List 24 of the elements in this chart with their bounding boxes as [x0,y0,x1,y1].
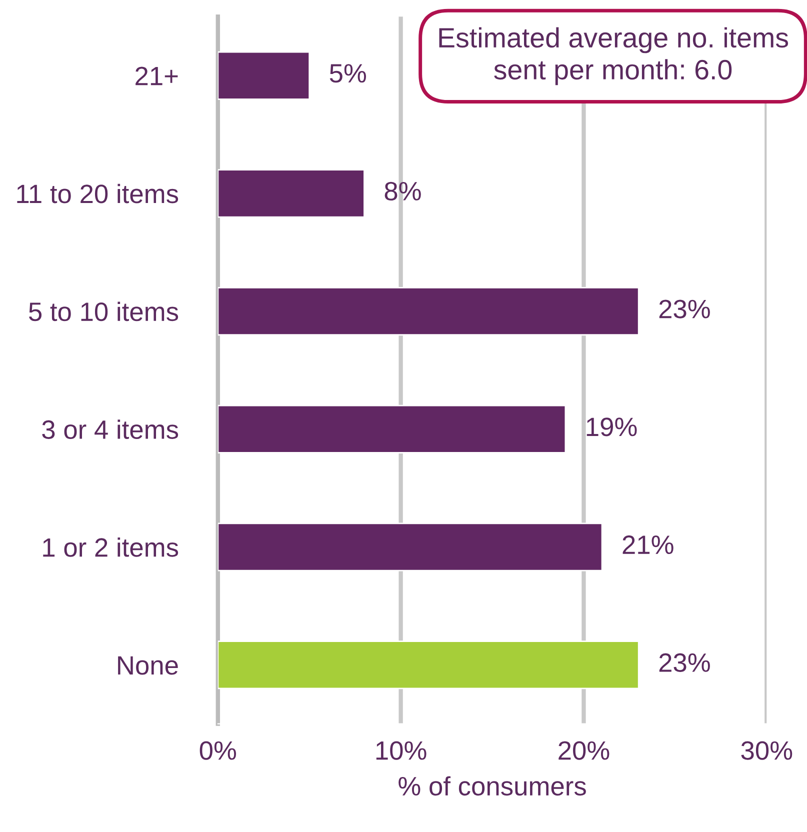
data-label: 21% [622,535,674,554]
data-label: 5% [330,64,366,83]
data-label: 23% [659,300,710,318]
x-tick-label: 30% [741,741,792,760]
data-label: 19% [586,418,637,436]
x-tick-label: 0% [200,741,236,760]
y-tick-label: None [118,656,178,675]
bar [218,640,640,690]
x-tick-label: 20% [558,741,610,760]
x-tick-label: 10% [376,741,426,760]
y-tick-label: 5 to 10 items [28,302,178,322]
bar [218,287,640,336]
bar [218,169,365,218]
data-label: 23% [659,653,710,672]
data-label: 8% [384,182,421,201]
x-axis-title: % of consumers [398,776,586,796]
y-tick-label: 11 to 20 items [17,184,178,204]
bar [218,404,566,454]
y-tick-label: 1 or 2 items [43,537,178,557]
bar [218,522,603,572]
annotation: Estimated average no. items sent per month: 6.0 [439,27,788,86]
y-tick-label: 3 or 4 items [42,420,178,439]
y-tick-label: 21+ [136,66,178,86]
bar [218,51,310,100]
